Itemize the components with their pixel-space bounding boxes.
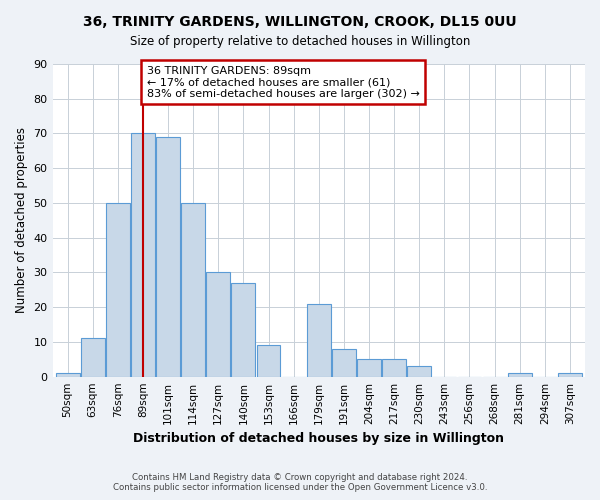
Bar (131, 134, 155, 376)
Bar (81, 338, 104, 376)
X-axis label: Distribution of detached houses by size in Willington: Distribution of detached houses by size … (133, 432, 504, 445)
Bar (382, 360, 406, 376)
Bar (206, 272, 230, 376)
Bar (357, 360, 381, 376)
Text: Contains HM Land Registry data © Crown copyright and database right 2024.
Contai: Contains HM Land Registry data © Crown c… (113, 473, 487, 492)
Bar (106, 203, 130, 376)
Bar (181, 203, 205, 376)
Y-axis label: Number of detached properties: Number of detached properties (15, 128, 28, 314)
Text: 36, TRINITY GARDENS, WILLINGTON, CROOK, DL15 0UU: 36, TRINITY GARDENS, WILLINGTON, CROOK, … (83, 15, 517, 29)
Bar (156, 137, 180, 376)
Bar (257, 346, 280, 376)
Bar (508, 373, 532, 376)
Bar (407, 366, 431, 376)
Bar (332, 349, 356, 376)
Text: 36 TRINITY GARDENS: 89sqm
← 17% of detached houses are smaller (61)
83% of semi-: 36 TRINITY GARDENS: 89sqm ← 17% of detac… (147, 66, 419, 99)
Bar (232, 283, 256, 376)
Bar (307, 304, 331, 376)
Bar (56, 373, 80, 376)
Bar (558, 373, 582, 376)
Text: Size of property relative to detached houses in Willington: Size of property relative to detached ho… (130, 35, 470, 48)
